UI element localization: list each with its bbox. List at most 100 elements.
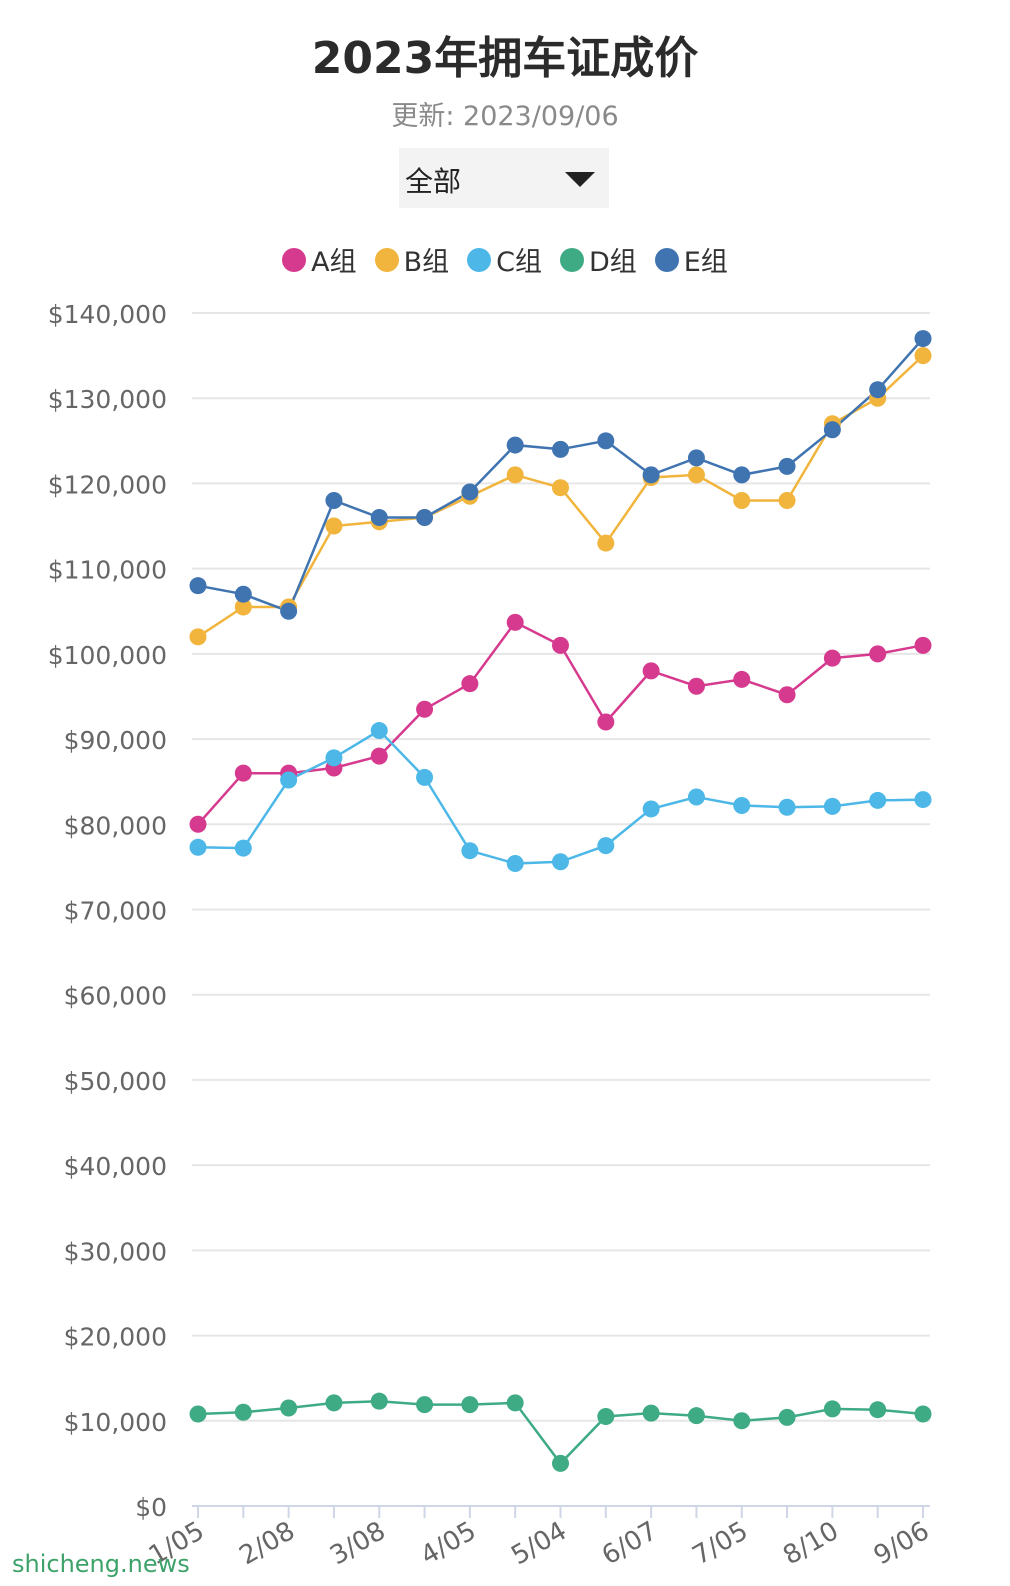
chart-legend: A组 B组 C组 D组 E组 <box>0 240 1010 279</box>
data-point <box>552 636 569 654</box>
data-point <box>778 457 796 475</box>
data-point <box>370 747 388 765</box>
data-point <box>506 436 524 454</box>
y-tick-label: $60,000 <box>64 982 167 1011</box>
data-point <box>778 686 796 704</box>
data-point <box>552 479 569 497</box>
data-point <box>733 670 751 688</box>
y-tick-label: $120,000 <box>48 470 167 499</box>
data-point <box>370 509 388 527</box>
y-tick-label: $10,000 <box>64 1408 167 1437</box>
y-tick-label: $70,000 <box>64 897 167 926</box>
y-tick-label: $0 <box>135 1493 167 1522</box>
legend-item[interactable]: B组 <box>374 240 450 279</box>
y-tick-label: $130,000 <box>48 385 167 414</box>
data-point <box>370 1392 388 1410</box>
data-point <box>733 1412 751 1430</box>
y-tick-label: $80,000 <box>64 811 167 840</box>
data-point <box>234 839 252 857</box>
data-point <box>552 853 569 871</box>
data-point <box>733 466 751 484</box>
data-point <box>733 491 751 509</box>
y-tick-label: $20,000 <box>64 1323 167 1352</box>
data-point <box>189 628 207 646</box>
data-point <box>642 662 660 680</box>
data-point <box>189 1405 207 1423</box>
group-filter-dropdown[interactable]: 全部 <box>399 148 609 208</box>
data-point <box>687 466 705 484</box>
data-point <box>823 1400 841 1418</box>
legend-dot-icon <box>467 247 492 272</box>
data-point <box>869 791 887 809</box>
series-line <box>197 337 924 613</box>
x-tick-label: 2/08 <box>235 1516 301 1571</box>
data-point <box>914 330 932 348</box>
data-point <box>506 1394 524 1412</box>
y-tick-label: $50,000 <box>64 1067 167 1096</box>
legend-item[interactable]: D组 <box>560 240 637 279</box>
data-point <box>416 1396 434 1414</box>
data-point <box>506 613 524 631</box>
data-point <box>597 432 615 450</box>
caret-down-icon <box>565 172 595 187</box>
legend-label: C组 <box>496 247 542 278</box>
legend-label: D组 <box>589 247 637 278</box>
legend-item[interactable]: C组 <box>467 240 542 279</box>
data-point <box>597 534 615 552</box>
data-point <box>914 1405 932 1423</box>
data-point <box>914 791 932 809</box>
data-point <box>189 815 207 833</box>
chart-title: 2023年拥车证成价 <box>311 33 699 84</box>
data-point <box>823 421 841 439</box>
data-point <box>687 449 705 467</box>
data-point <box>189 577 207 595</box>
data-point <box>552 1454 569 1472</box>
data-point <box>280 602 298 620</box>
legend-label: B组 <box>403 247 450 278</box>
data-point <box>823 797 841 815</box>
y-tick-label: $40,000 <box>64 1152 167 1181</box>
data-point <box>416 768 434 786</box>
data-point <box>778 1408 796 1426</box>
data-point <box>552 440 569 458</box>
data-point <box>461 483 479 501</box>
data-point <box>823 649 841 667</box>
data-point <box>461 842 479 860</box>
data-point <box>733 797 751 815</box>
data-point <box>189 838 207 856</box>
data-point <box>416 509 434 527</box>
data-point <box>597 1408 615 1426</box>
data-point <box>461 1396 479 1414</box>
y-tick-label: $30,000 <box>64 1237 167 1266</box>
data-point <box>597 837 615 855</box>
series-line <box>197 728 924 865</box>
data-point <box>597 713 615 731</box>
x-tick-label: 5/04 <box>506 1516 572 1571</box>
data-point <box>325 749 343 767</box>
y-tick-label: $100,000 <box>48 641 167 670</box>
x-tick-label: 6/07 <box>597 1516 663 1571</box>
data-point <box>687 677 705 695</box>
dropdown-selected-value: 全部 <box>405 165 462 198</box>
data-point <box>506 854 524 872</box>
legend-item[interactable]: E组 <box>654 240 728 279</box>
data-point <box>416 700 434 718</box>
y-tick-label: $140,000 <box>48 300 167 329</box>
data-point <box>687 1407 705 1425</box>
watermark: shicheng.news <box>12 1550 190 1578</box>
legend-dot-icon <box>282 247 307 272</box>
data-point <box>234 585 252 603</box>
data-point <box>778 798 796 816</box>
update-date: 更新: 2023/09/06 <box>391 101 619 132</box>
data-point <box>869 1401 887 1419</box>
data-point <box>506 466 524 484</box>
legend-item[interactable]: A组 <box>282 240 357 279</box>
data-point <box>234 764 252 782</box>
data-point <box>234 598 252 616</box>
data-point <box>234 1403 252 1421</box>
data-point <box>642 466 660 484</box>
y-tick-label: $90,000 <box>64 726 167 755</box>
data-point <box>280 771 298 789</box>
legend-dot-icon <box>560 247 584 272</box>
